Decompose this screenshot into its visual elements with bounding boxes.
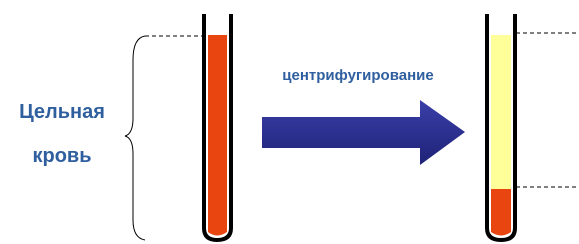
arrow	[262, 100, 465, 165]
blood-fill	[208, 35, 227, 236]
arrow-label: центрифугирование	[282, 67, 433, 84]
brace	[125, 36, 145, 240]
plasma-fill	[491, 35, 511, 189]
left-label-line: Цельная	[19, 101, 105, 123]
left-label-line: кровь	[32, 145, 91, 167]
cells-fill	[491, 189, 511, 236]
diagram: Цельная кровь центрифугирование	[0, 0, 579, 244]
